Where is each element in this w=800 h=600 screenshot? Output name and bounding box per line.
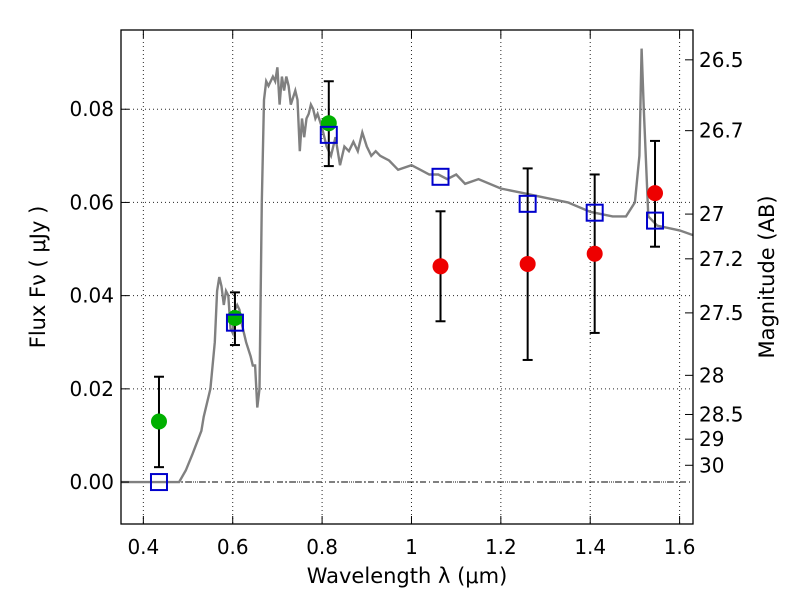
mag-tick-label: 26.5	[699, 48, 744, 72]
red-data-point	[432, 258, 449, 275]
right-y-axis-label: Magnitude (AB)	[755, 195, 779, 358]
y-tick-label: 0.04	[69, 284, 114, 308]
y-tick-label: 0.00	[69, 470, 114, 494]
red-data-point	[519, 255, 536, 272]
x-tick-label: 1.6	[664, 535, 696, 559]
model-band-square	[518, 194, 537, 213]
mag-tick-label: 28.5	[699, 402, 744, 426]
model-band-square	[646, 211, 665, 230]
mag-tick-label: 27.2	[699, 247, 744, 271]
y-tick-label: 0.06	[69, 190, 114, 214]
green-data-point	[226, 310, 243, 327]
mag-tick-label: 27	[699, 202, 724, 226]
x-tick-label: 1.4	[574, 535, 606, 559]
mag-tick-label: 28	[699, 363, 724, 387]
x-tick-label: 0.6	[217, 535, 249, 559]
plot-frame	[120, 29, 694, 525]
x-tick-label: 1.2	[485, 535, 517, 559]
y-tick-label: 0.02	[69, 377, 114, 401]
model-band-square	[585, 203, 604, 222]
red-data-point	[647, 185, 664, 202]
green-data-point	[150, 413, 167, 430]
axis-ticks	[121, 30, 693, 524]
mag-tick-label: 29	[699, 427, 724, 451]
model-band-square	[225, 313, 244, 332]
mag-tick-label: 27.5	[699, 301, 744, 325]
red-data-point	[586, 245, 603, 262]
tick-labels: 0.4 0.6 0.8 1 1.2 1.4 1.6 0.00 0.02 0.04 0.06 0.08 2…	[69, 48, 743, 559]
y-tick-label: 0.08	[69, 97, 114, 121]
model-band-square	[319, 125, 338, 144]
green-data-point	[320, 115, 337, 132]
model-band-square	[149, 473, 168, 492]
x-tick-label: 1	[405, 535, 418, 559]
x-tick-label: 0.4	[127, 535, 159, 559]
mag-tick-label: 26.7	[699, 119, 744, 143]
x-tick-label: 0.8	[306, 535, 338, 559]
x-axis-label: Wavelength λ (μm)	[307, 564, 508, 588]
mag-tick-label: 30	[699, 453, 724, 477]
grid	[121, 30, 693, 524]
data-markers	[149, 115, 665, 492]
model-band-square	[431, 167, 450, 186]
y-axis-label: Flux Fν ( μJy )	[26, 206, 50, 349]
